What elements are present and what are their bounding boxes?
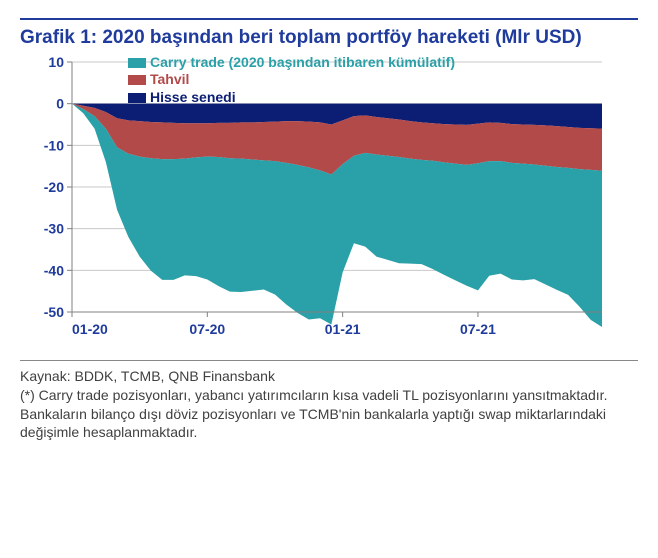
svg-text:01-20: 01-20	[72, 321, 108, 337]
legend-label: Hisse senedi	[150, 89, 236, 107]
svg-text:01-21: 01-21	[325, 321, 361, 337]
svg-text:-40: -40	[44, 262, 64, 278]
legend-swatch	[128, 75, 146, 85]
svg-text:0: 0	[56, 95, 64, 111]
footnote: (*) Carry trade pozisyonları, yabancı ya…	[20, 386, 638, 443]
legend-item-tahvil: Tahvil	[128, 71, 455, 89]
legend-swatch	[128, 93, 146, 103]
legend-item-hisse: Hisse senedi	[128, 89, 455, 107]
svg-text:-50: -50	[44, 304, 64, 320]
legend: Carry trade (2020 başından itibaren kümü…	[128, 54, 455, 107]
chart-footer: Kaynak: BDDK, TCMB, QNB Finansbank (*) C…	[20, 360, 638, 443]
legend-item-carry: Carry trade (2020 başından itibaren kümü…	[128, 54, 455, 72]
chart-container: Carry trade (2020 başından itibaren kümü…	[20, 52, 638, 352]
svg-text:-20: -20	[44, 179, 64, 195]
svg-text:10: 10	[48, 54, 64, 70]
legend-label: Carry trade (2020 başından itibaren kümü…	[150, 54, 455, 72]
svg-text:-10: -10	[44, 137, 64, 153]
chart-title: Grafik 1: 2020 başından beri toplam port…	[20, 18, 638, 50]
legend-swatch	[128, 58, 146, 68]
svg-text:07-21: 07-21	[460, 321, 496, 337]
svg-text:-30: -30	[44, 220, 64, 236]
legend-label: Tahvil	[150, 71, 189, 89]
svg-text:07-20: 07-20	[189, 321, 225, 337]
source-line: Kaynak: BDDK, TCMB, QNB Finansbank	[20, 367, 638, 386]
